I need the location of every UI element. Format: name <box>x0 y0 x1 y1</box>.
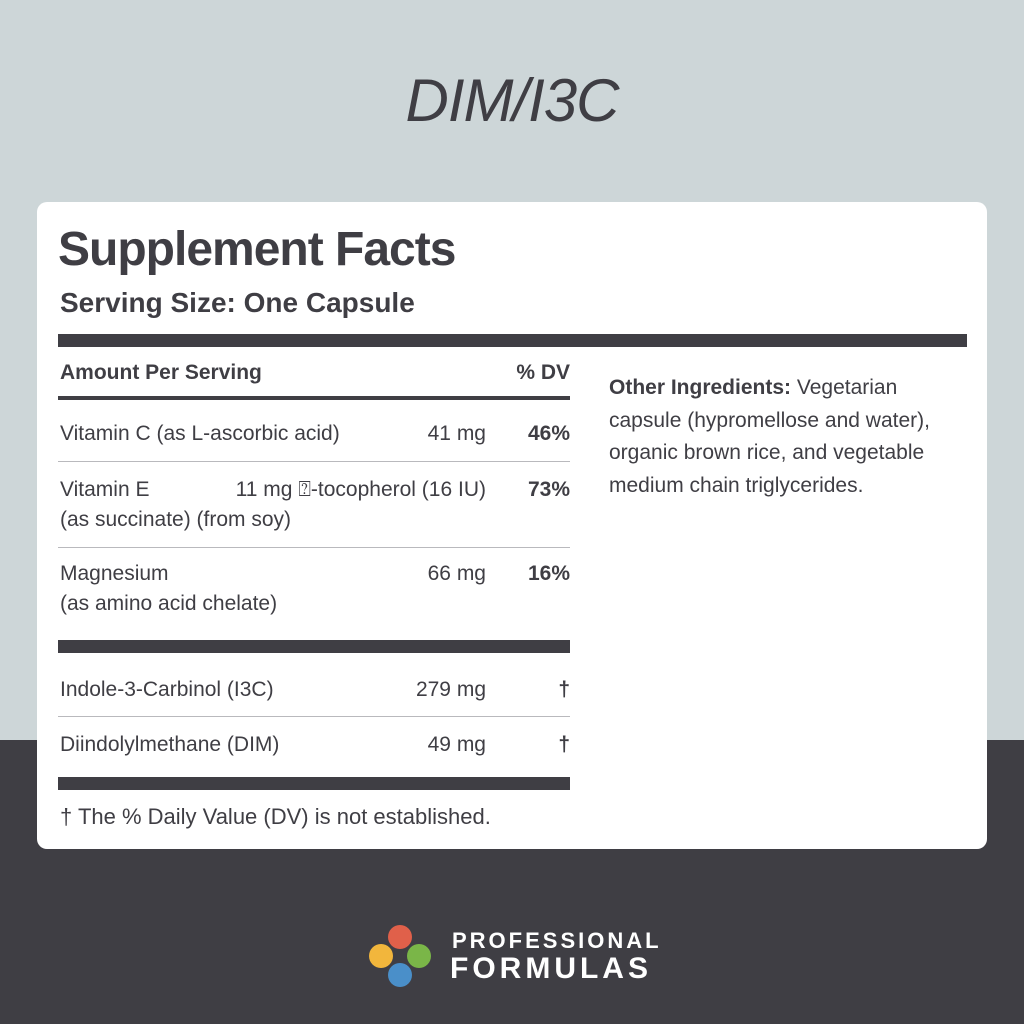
other-label: Other Ingredients: <box>609 376 792 399</box>
logo-petal <box>407 944 431 968</box>
nutrient-amount: 66 mg <box>427 562 486 585</box>
nutrient-name: Indole-3-Carbinol (I3C) <box>60 678 274 701</box>
product-title: DIM/I3C <box>405 67 619 134</box>
logo-petal <box>388 963 412 987</box>
nutrient-amount: 41 mg <box>427 422 486 445</box>
serving-size: Serving Size: One Capsule <box>60 287 415 318</box>
facts-title: Supplement Facts <box>58 223 456 276</box>
nutrient-amount: 279 mg <box>415 678 486 701</box>
row-rule <box>58 716 570 717</box>
thick-rule <box>58 777 570 790</box>
daily-value: 46% <box>527 422 570 445</box>
row-rule <box>58 547 570 548</box>
nutrient-name: Vitamin C (as L-ascorbic acid) <box>60 422 340 445</box>
header-rule <box>58 396 570 400</box>
nutrient-name: Diindolylmethane (DIM) <box>60 733 280 756</box>
other-ingredients: Other Ingredients: Vegetarian capsule (h… <box>609 372 959 502</box>
logo-petal <box>369 944 393 968</box>
thick-rule <box>58 334 967 347</box>
nutrient-name: Vitamin E <box>60 478 150 501</box>
nutrient-amount: 49 mg <box>427 733 486 756</box>
footnote: † The % Daily Value (DV) is not establis… <box>60 804 491 829</box>
table-header: Amount Per Serving <box>60 361 262 384</box>
nutrient-detail: (as succinate) (from soy) <box>60 508 292 531</box>
logo-mark <box>369 925 431 987</box>
daily-value: 16% <box>527 562 570 585</box>
other-text: Vegetarian capsule (hypromellose and wat… <box>609 376 930 497</box>
row-rule <box>58 461 570 462</box>
nutrient-detail: (as amino acid chelate) <box>60 592 278 615</box>
logo-petal <box>388 925 412 949</box>
logo-line2: FORMULAS <box>450 952 652 985</box>
logo-line1: PROFESSIONAL <box>452 928 662 953</box>
daily-value: 73% <box>527 478 570 501</box>
daily-value: † <box>558 678 570 701</box>
nutrient-name: Magnesium <box>60 562 169 585</box>
nutrient-amount: 11 mg ⍰-tocopherol (16 IU) <box>235 478 486 501</box>
daily-value: † <box>558 733 570 756</box>
table-header: % DV <box>516 361 570 384</box>
facts-card <box>37 202 987 849</box>
thick-rule <box>58 640 570 653</box>
